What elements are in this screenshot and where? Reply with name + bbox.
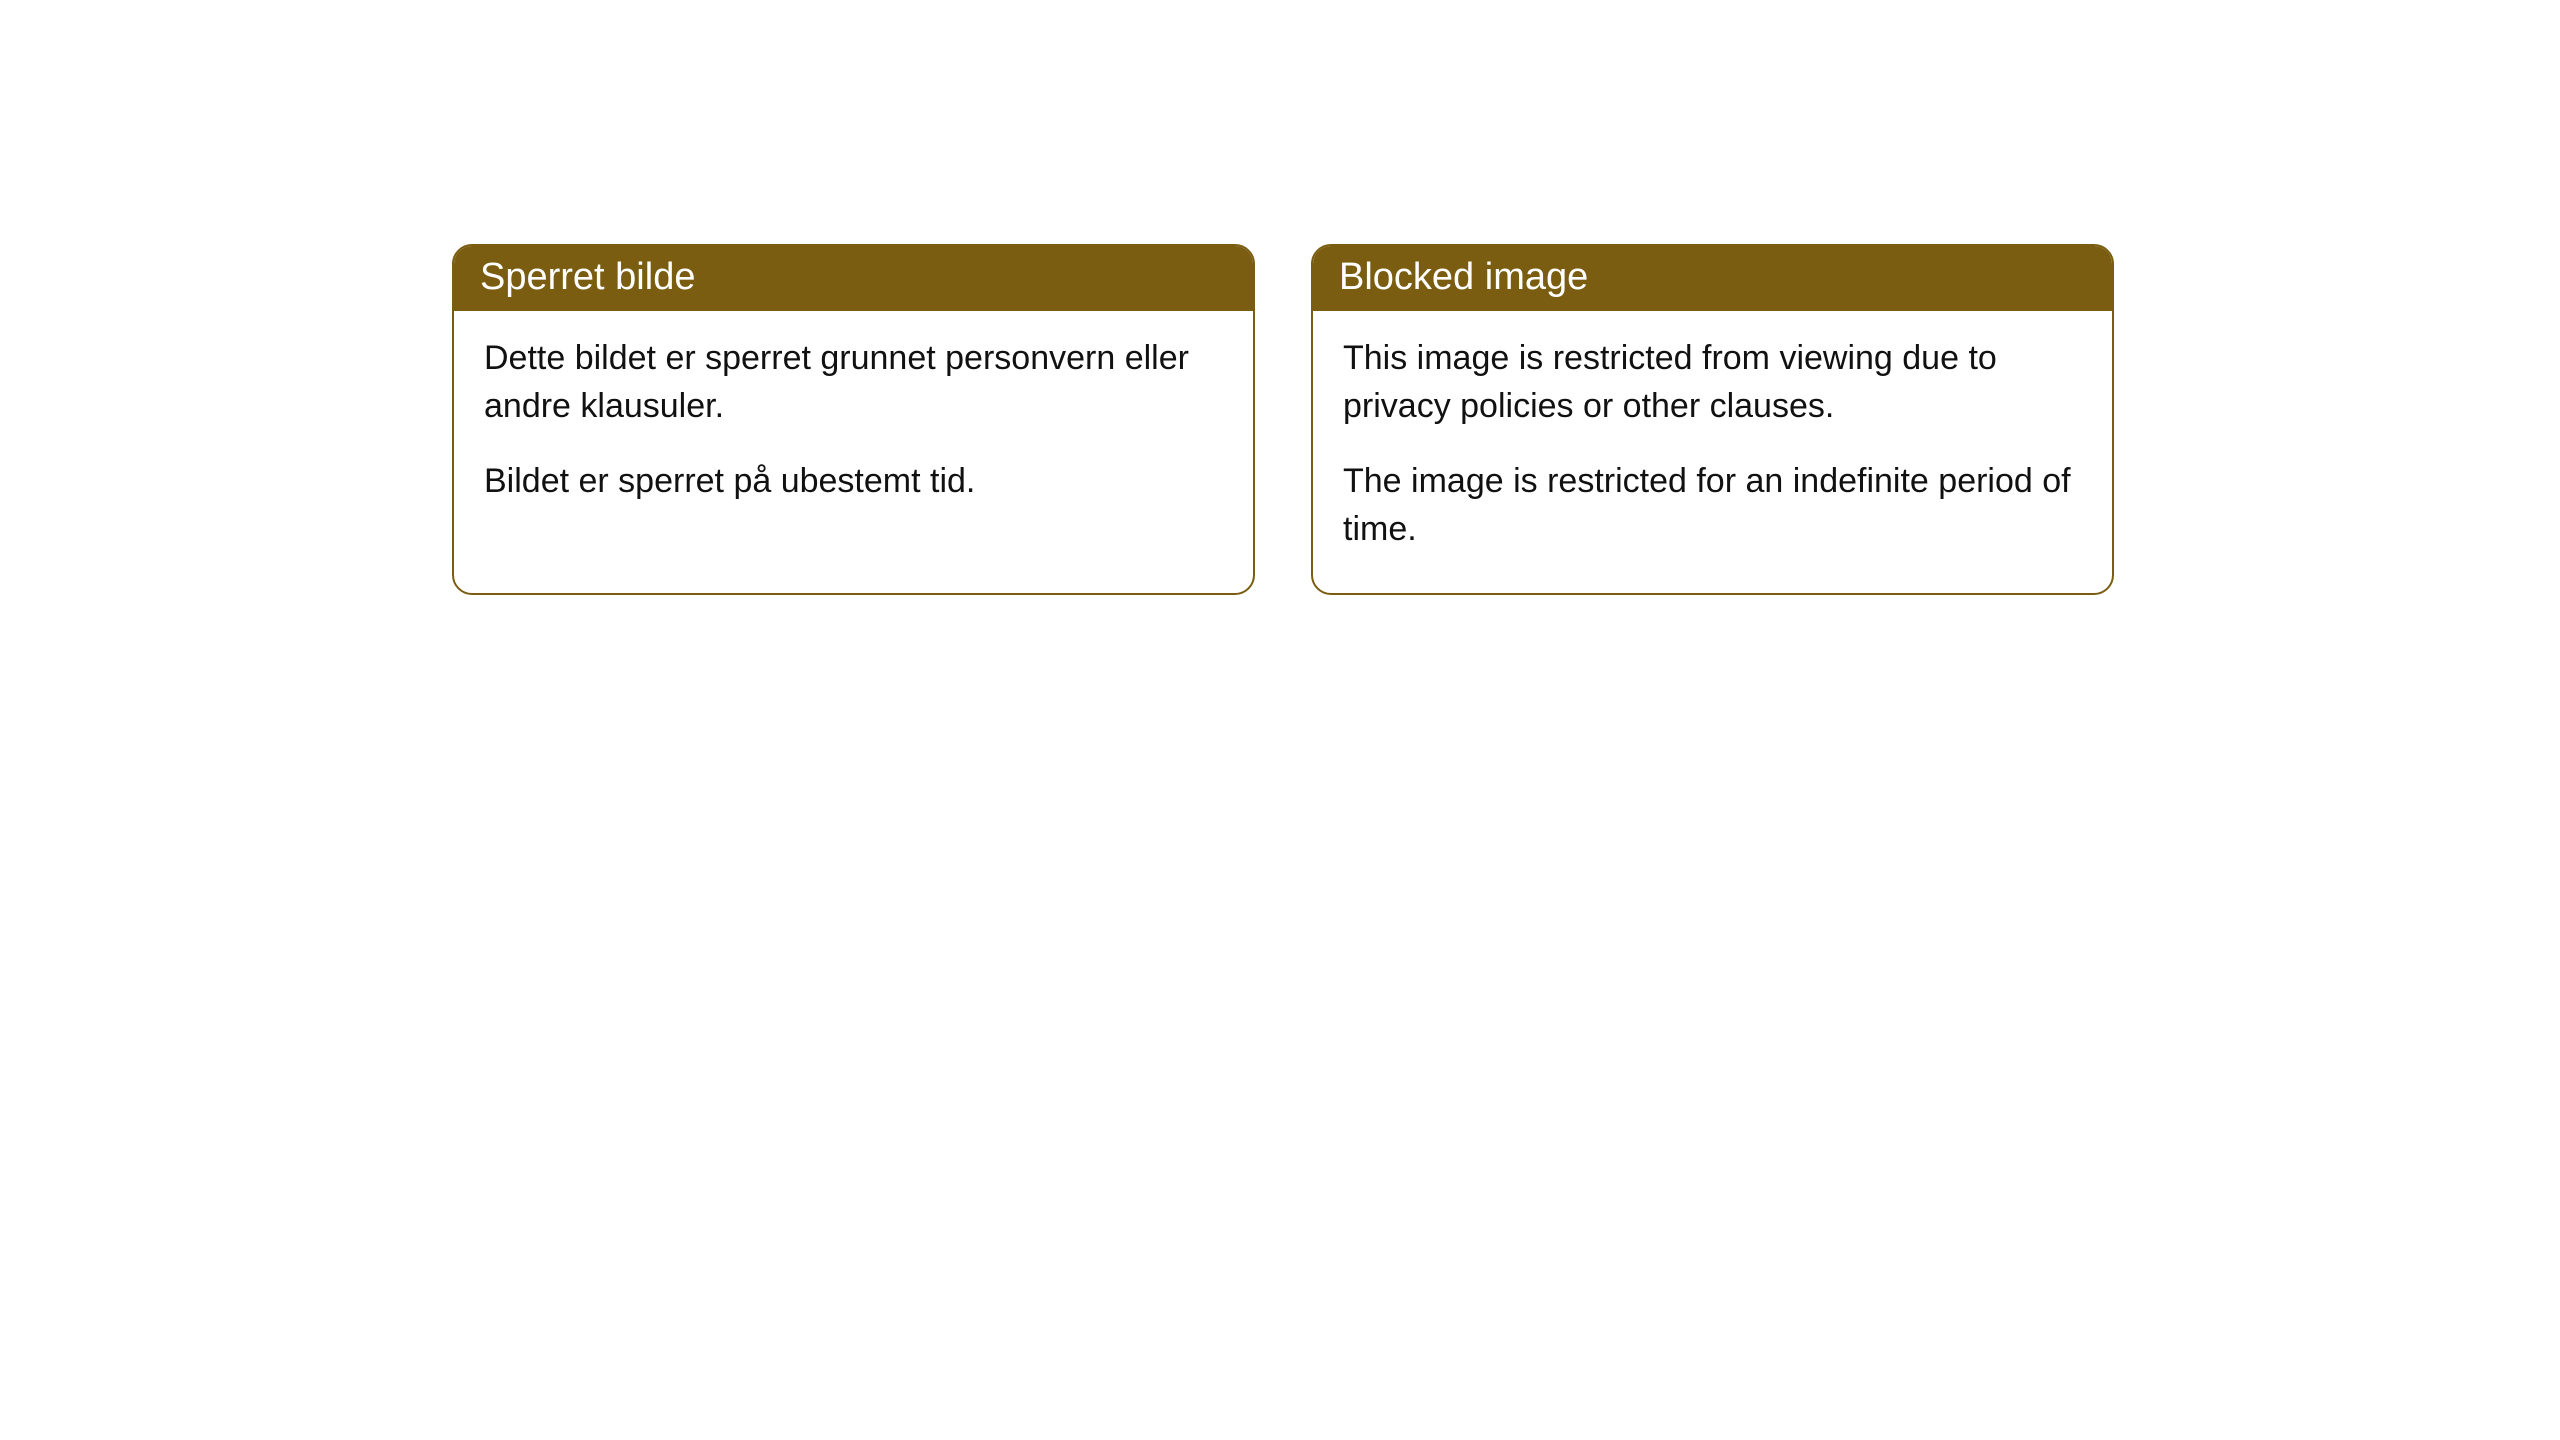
card-paragraph-no-1: Dette bildet er sperret grunnet personve… — [484, 335, 1223, 430]
blocked-image-card-en: Blocked image This image is restricted f… — [1311, 244, 2114, 595]
blocked-image-card-no: Sperret bilde Dette bildet er sperret gr… — [452, 244, 1255, 595]
card-body-en: This image is restricted from viewing du… — [1313, 311, 2112, 593]
card-header-no: Sperret bilde — [454, 246, 1253, 311]
card-header-en: Blocked image — [1313, 246, 2112, 311]
card-paragraph-en-2: The image is restricted for an indefinit… — [1343, 458, 2082, 553]
card-paragraph-en-1: This image is restricted from viewing du… — [1343, 335, 2082, 430]
card-paragraph-no-2: Bildet er sperret på ubestemt tid. — [484, 458, 1223, 506]
info-cards-container: Sperret bilde Dette bildet er sperret gr… — [452, 244, 2114, 595]
card-title-no: Sperret bilde — [480, 256, 695, 298]
card-body-no: Dette bildet er sperret grunnet personve… — [454, 311, 1253, 546]
card-title-en: Blocked image — [1339, 256, 1588, 298]
